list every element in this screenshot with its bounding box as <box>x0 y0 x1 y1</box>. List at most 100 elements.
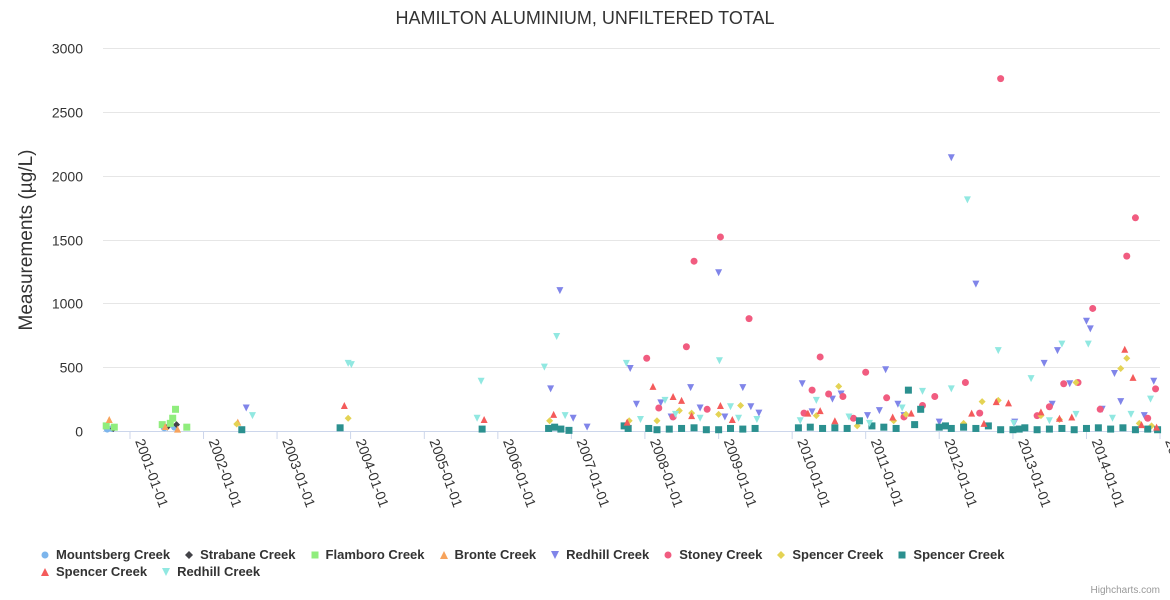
data-point[interactable] <box>665 425 673 433</box>
data-point[interactable] <box>961 378 969 386</box>
data-point[interactable] <box>1140 412 1148 420</box>
data-point[interactable] <box>550 410 558 418</box>
data-point[interactable] <box>1153 423 1161 431</box>
data-point[interactable] <box>545 424 553 432</box>
data-point[interactable] <box>1037 408 1045 416</box>
data-point[interactable] <box>1094 424 1102 432</box>
legend-item-redhill-2[interactable]: Redhill Creek <box>161 564 260 579</box>
data-point[interactable] <box>690 257 698 265</box>
data-point[interactable] <box>477 377 485 385</box>
data-point[interactable] <box>960 423 968 431</box>
data-point[interactable] <box>866 419 874 427</box>
data-point[interactable] <box>1045 425 1053 433</box>
data-point[interactable] <box>551 423 559 431</box>
legend-item-redhill-1[interactable]: Redhill Creek <box>550 547 649 562</box>
data-point[interactable] <box>715 410 723 418</box>
data-point[interactable] <box>682 343 690 351</box>
data-point[interactable] <box>242 404 250 412</box>
data-point[interactable] <box>880 423 888 431</box>
data-point[interactable] <box>1127 410 1135 418</box>
data-point[interactable] <box>808 386 816 394</box>
data-point[interactable] <box>672 410 680 418</box>
data-point[interactable] <box>166 419 174 427</box>
data-point[interactable] <box>547 385 555 393</box>
data-point[interactable] <box>1108 414 1116 422</box>
data-point[interactable] <box>173 421 181 429</box>
data-point[interactable] <box>565 426 573 434</box>
data-point[interactable] <box>727 403 735 411</box>
data-point[interactable] <box>1033 426 1041 434</box>
data-point[interactable] <box>976 409 984 417</box>
data-point[interactable] <box>819 424 827 432</box>
data-point[interactable] <box>1068 413 1076 421</box>
data-point[interactable] <box>716 233 724 241</box>
data-point[interactable] <box>875 407 883 415</box>
data-point[interactable] <box>1070 426 1078 434</box>
data-point[interactable] <box>1131 426 1139 434</box>
data-point[interactable] <box>1107 425 1115 433</box>
data-point[interactable] <box>557 425 565 433</box>
data-point[interactable] <box>935 418 943 426</box>
data-point[interactable] <box>917 405 925 413</box>
data-point[interactable] <box>110 423 118 431</box>
data-point[interactable] <box>661 396 669 404</box>
data-point[interactable] <box>972 280 980 288</box>
data-point[interactable] <box>1123 354 1131 362</box>
data-point[interactable] <box>105 416 113 424</box>
data-point[interactable] <box>747 403 755 411</box>
data-point[interactable] <box>1147 395 1155 403</box>
data-point[interactable] <box>947 424 955 432</box>
data-point[interactable] <box>1072 410 1080 418</box>
data-point[interactable] <box>1150 377 1158 385</box>
data-point[interactable] <box>174 425 182 433</box>
data-point[interactable] <box>831 424 839 432</box>
data-point[interactable] <box>690 424 698 432</box>
data-point[interactable] <box>898 404 906 412</box>
data-point[interactable] <box>918 387 926 395</box>
data-point[interactable] <box>716 401 724 409</box>
data-point[interactable] <box>687 384 695 392</box>
data-point[interactable] <box>1144 425 1152 433</box>
data-point[interactable] <box>978 398 986 406</box>
data-point[interactable] <box>702 426 710 434</box>
data-point[interactable] <box>678 396 686 404</box>
data-point[interactable] <box>1084 340 1092 348</box>
data-point[interactable] <box>344 414 352 422</box>
data-point[interactable] <box>798 380 806 388</box>
data-point[interactable] <box>1005 399 1013 407</box>
data-point[interactable] <box>1152 385 1160 393</box>
data-point[interactable] <box>1045 403 1053 411</box>
data-point[interactable] <box>745 315 753 323</box>
data-point[interactable] <box>715 357 723 365</box>
data-point[interactable] <box>889 413 897 421</box>
data-point[interactable] <box>1144 414 1152 422</box>
data-point[interactable] <box>688 412 696 420</box>
data-point[interactable] <box>1010 419 1018 427</box>
legend-item-flamboro[interactable]: Flamboro Creek <box>310 547 425 562</box>
data-point[interactable] <box>1053 347 1061 355</box>
data-point[interactable] <box>1058 340 1066 348</box>
data-point[interactable] <box>831 417 839 425</box>
data-point[interactable] <box>233 420 241 428</box>
data-point[interactable] <box>1060 380 1068 388</box>
data-point[interactable] <box>808 408 816 416</box>
data-point[interactable] <box>862 368 870 376</box>
data-point[interactable] <box>868 422 876 430</box>
data-point[interactable] <box>678 424 686 432</box>
data-point[interactable] <box>994 347 1002 355</box>
legend-item-spencer-1[interactable]: Spencer Creek <box>776 547 883 562</box>
data-point[interactable] <box>556 287 564 295</box>
data-point[interactable] <box>735 414 743 422</box>
data-point[interactable] <box>540 363 548 371</box>
data-point[interactable] <box>931 393 939 401</box>
data-point[interactable] <box>620 422 628 430</box>
data-point[interactable] <box>161 423 169 431</box>
data-point[interactable] <box>1121 345 1129 353</box>
data-point[interactable] <box>1048 400 1056 408</box>
data-point[interactable] <box>715 426 723 434</box>
data-point[interactable] <box>546 417 554 425</box>
data-point[interactable] <box>911 421 919 429</box>
data-point[interactable] <box>1123 252 1131 260</box>
data-point[interactable] <box>569 414 577 422</box>
data-point[interactable] <box>980 419 988 427</box>
